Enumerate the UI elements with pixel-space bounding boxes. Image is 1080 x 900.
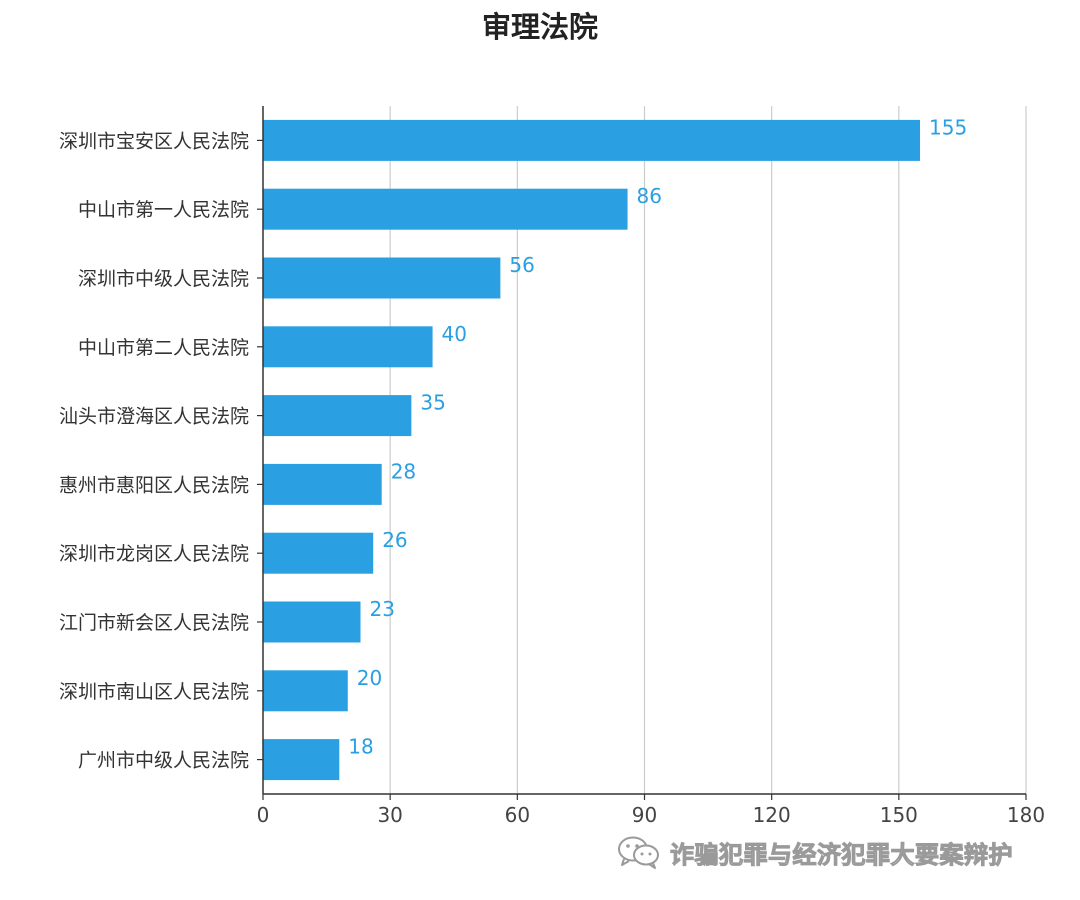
x-tick-label: 60 — [505, 803, 530, 827]
bar — [263, 257, 501, 299]
bar — [263, 188, 628, 230]
bar — [263, 739, 340, 781]
data-label: 56 — [509, 253, 534, 277]
y-tick-label: 江门市新会区人民法院 — [59, 612, 249, 634]
x-tick-label: 150 — [880, 803, 918, 827]
y-tick-label: 中山市第二人民法院 — [78, 337, 249, 359]
y-tick-label: 中山市第一人民法院 — [78, 199, 249, 221]
y-tick-label: 深圳市中级人民法院 — [78, 268, 249, 290]
axes: 0 30 60 90 120 150 180 — [257, 106, 1045, 827]
labels: 155 深圳市宝安区人民法院 86 中山市第一人民法院 56 深圳市中级人民法院 40 中山市… — [59, 115, 967, 771]
y-tick-label: 深圳市南山区人民法院 — [59, 681, 249, 703]
data-label: 23 — [369, 597, 394, 621]
data-label: 40 — [442, 322, 467, 346]
x-tick-label: 180 — [1007, 803, 1045, 827]
bar — [263, 670, 348, 712]
y-tick-label: 汕头市澄海区人民法院 — [59, 406, 249, 428]
y-tick-label: 深圳市宝安区人民法院 — [59, 130, 249, 152]
y-tick-label: 深圳市龙岗区人民法院 — [59, 543, 249, 565]
bar — [263, 395, 412, 437]
bar — [263, 463, 382, 505]
x-tick-label: 120 — [753, 803, 791, 827]
bar — [263, 532, 374, 574]
bar — [263, 119, 921, 161]
x-tick-label: 0 — [257, 803, 270, 827]
bars — [263, 119, 921, 781]
data-label: 155 — [929, 115, 967, 139]
data-label: 28 — [391, 459, 416, 483]
data-label: 35 — [420, 391, 445, 415]
bar — [263, 601, 361, 643]
data-label: 86 — [637, 184, 662, 208]
wechat-icon — [618, 836, 659, 869]
x-tick-label: 30 — [377, 803, 402, 827]
chart-title: 审理法院 — [481, 10, 598, 44]
bar — [263, 326, 433, 368]
watermark: 诈骗犯罪与经济犯罪大要案辩护 — [616, 832, 1013, 872]
y-tick-label: 惠州市惠阳区人民法院 — [59, 474, 249, 496]
data-label: 26 — [382, 528, 407, 552]
data-label: 20 — [357, 666, 382, 690]
watermark-text: 诈骗犯罪与经济犯罪大要案辩护 — [670, 840, 1014, 869]
y-tick-label: 广州市中级人民法院 — [78, 750, 249, 772]
data-label: 18 — [348, 735, 373, 759]
x-tick-label: 90 — [632, 803, 657, 827]
